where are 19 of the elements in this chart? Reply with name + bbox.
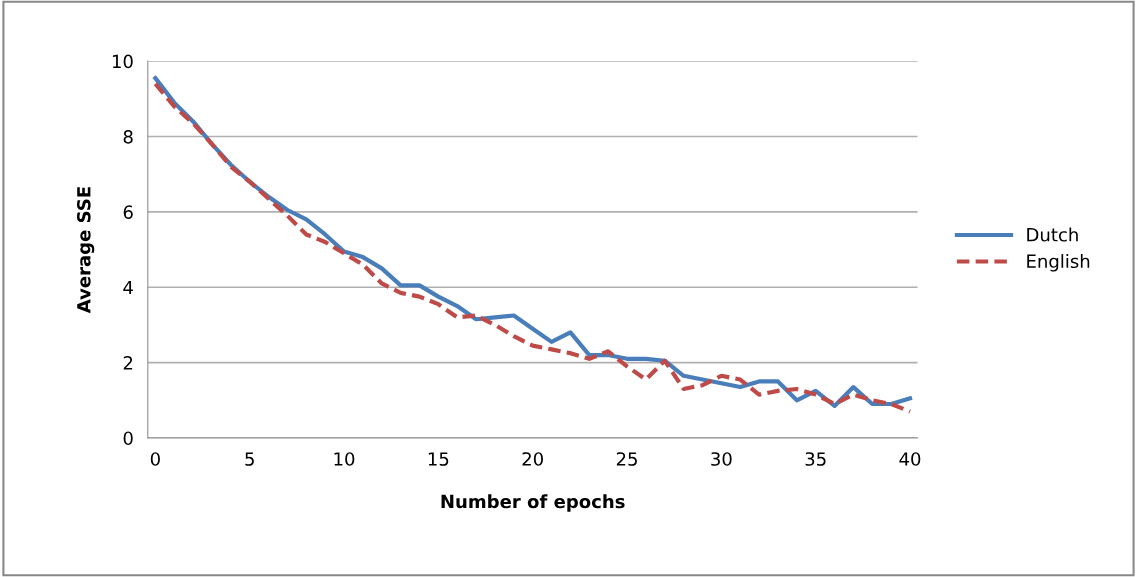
legend-label: Dutch: [1027, 227, 1078, 242]
x-tick-label: 40: [899, 452, 921, 466]
y-axis-title: Average SSE: [76, 187, 95, 314]
x-tick-label: 10: [334, 452, 355, 466]
y-tick-label: 6: [123, 205, 133, 219]
x-tick-label: 25: [616, 452, 637, 466]
y-tick-label: 8: [123, 129, 133, 144]
y-tick-label: 10: [112, 54, 133, 69]
x-tick-label: 30: [711, 452, 732, 466]
x-tick-label: 0: [150, 452, 160, 466]
x-tick-label: 15: [428, 452, 449, 466]
x-tick-label: 5: [245, 452, 254, 466]
y-tick-label: 4: [123, 280, 133, 295]
legend-label: English: [1027, 254, 1090, 272]
x-axis-title: Number of epochs: [441, 494, 625, 512]
y-tick-label: 2: [123, 356, 133, 370]
y-tick-label: 0: [123, 431, 133, 446]
x-tick-label: 35: [805, 452, 826, 466]
x-tick-label: 20: [522, 452, 543, 466]
